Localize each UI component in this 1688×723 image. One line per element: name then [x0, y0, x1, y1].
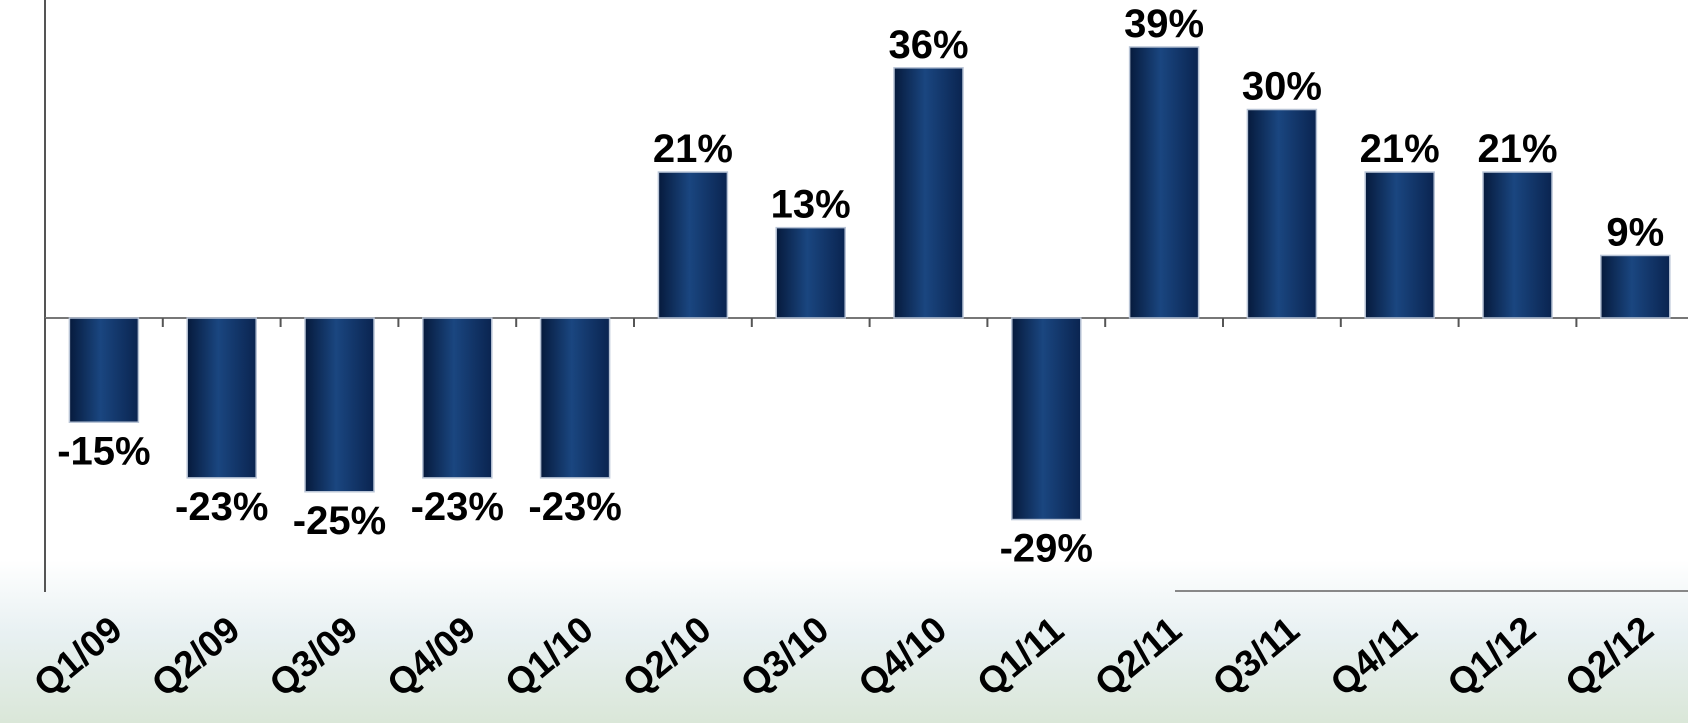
category-label: Q1/11	[969, 609, 1071, 704]
value-label: 39%	[1124, 2, 1204, 46]
value-label: 36%	[888, 23, 968, 67]
category-labels: Q1/09 Q2/09 Q3/09 Q4/09 Q1/10 Q2/10 Q3/10 Q4/10…	[26, 608, 1661, 704]
bar-q1-10	[539, 317, 611, 479]
category-label: Q4/09	[379, 608, 483, 704]
bar-q1-09	[68, 317, 140, 423]
category-label: Q4/10	[851, 608, 955, 704]
bar-q4-10	[893, 67, 964, 319]
background-landscape	[0, 560, 1688, 723]
value-label: 21%	[1360, 127, 1440, 171]
value-label: -23%	[411, 485, 504, 529]
bar-q4-11	[1364, 171, 1435, 319]
value-label: -23%	[528, 485, 621, 529]
value-label: 21%	[1477, 127, 1557, 171]
value-label: 13%	[771, 183, 851, 227]
bar-q1-11	[1011, 317, 1082, 521]
category-label: Q3/11	[1205, 609, 1307, 704]
category-label: Q2/10	[615, 608, 719, 704]
category-label: Q3/09	[262, 608, 366, 704]
bar-q2-10	[657, 171, 729, 319]
bar-q2-12	[1600, 254, 1671, 319]
category-label: Q1/12	[1440, 608, 1544, 704]
category-label: Q2/11	[1087, 609, 1189, 704]
category-label: Q2/12	[1557, 608, 1661, 704]
value-label: 30%	[1242, 65, 1322, 109]
bar-q2-11	[1128, 46, 1200, 319]
bar-q3-10	[775, 226, 846, 319]
category-label: Q3/10	[733, 608, 837, 704]
bar-q3-11	[1246, 108, 1318, 319]
value-label: -25%	[293, 499, 386, 543]
category-label: Q1/09	[26, 608, 130, 704]
value-label: 21%	[653, 127, 733, 171]
value-label: -23%	[175, 485, 268, 529]
value-labels: -15% -23% -25% -23% -23% 21% 13% 36% -29% 39% 30% 2…	[57, 2, 1664, 571]
bar-q3-09	[304, 317, 375, 493]
x-axis-ticks	[44, 318, 1578, 327]
category-label: Q4/11	[1323, 609, 1425, 704]
bar-q1-12	[1482, 171, 1553, 319]
category-label: Q1/10	[497, 608, 601, 704]
value-label: -15%	[57, 429, 150, 473]
bars	[68, 46, 1671, 521]
bar-q2-09	[186, 317, 257, 479]
bar-q4-09	[422, 317, 493, 479]
value-label: -29%	[1000, 527, 1093, 571]
value-label: 9%	[1606, 210, 1664, 254]
category-label: Q2/09	[144, 608, 248, 704]
